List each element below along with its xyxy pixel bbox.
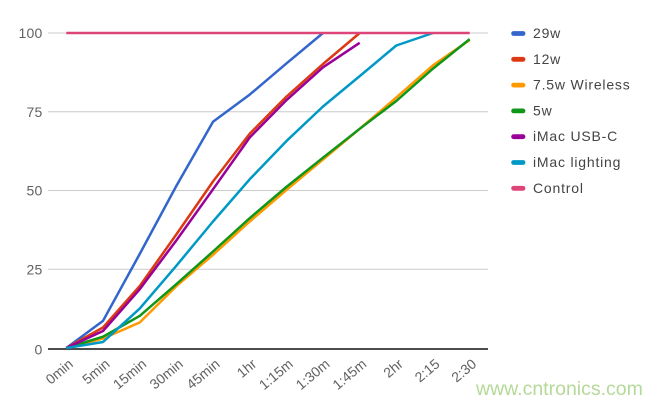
svg-text:75: 75	[27, 104, 43, 120]
svg-text:50: 50	[27, 183, 43, 199]
svg-text:29w: 29w	[533, 25, 561, 41]
svg-text:12w: 12w	[533, 51, 561, 67]
svg-text:25: 25	[27, 261, 43, 277]
svg-text:iMac USB-C: iMac USB-C	[533, 128, 618, 144]
svg-text:5w: 5w	[533, 102, 553, 118]
svg-text:iMac lighting: iMac lighting	[533, 154, 621, 170]
svg-text:Control: Control	[533, 180, 584, 196]
svg-text:100: 100	[19, 25, 43, 41]
svg-text:www.cntronics.com: www.cntronics.com	[475, 378, 643, 400]
svg-text:7.5w Wireless: 7.5w Wireless	[533, 77, 631, 93]
svg-text:0: 0	[35, 342, 43, 358]
